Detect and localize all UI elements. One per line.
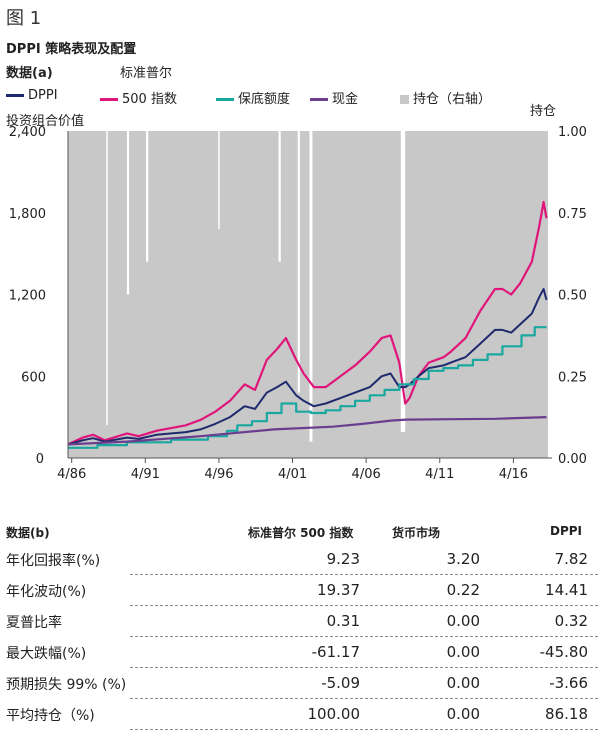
table-row: 预期损失 99% (%) -5.09 0.00 -3.66: [6, 668, 598, 699]
row-label: 年化波动(%): [6, 584, 87, 600]
row-label: 年化回报率(%): [6, 553, 101, 569]
x-tick-label: 4/86: [57, 467, 86, 482]
row-label: 平均持仓（%): [6, 708, 95, 724]
legend-item-floor: 保底额度: [216, 88, 290, 107]
series-line: [67, 288, 548, 446]
cell-dppi: -45.80: [539, 643, 588, 661]
table-row: 年化回报率(%) 9.23 3.20 7.82: [6, 544, 598, 575]
y-axis-left-label: 投资组合价值: [6, 114, 85, 129]
legend-label: 500 指数: [122, 92, 177, 107]
cell-money-market: 0.00: [446, 643, 480, 661]
cell-money-market: 0.00: [446, 612, 480, 630]
y-tick-label-right: 0.50: [558, 289, 587, 304]
cell-dppi: 7.82: [554, 550, 588, 568]
table-row: 最大跌幅(%) -61.17 0.00 -45.80: [6, 637, 598, 668]
y-tick-label-right: 0.25: [558, 370, 587, 385]
cell-sp500: 100.00: [307, 705, 361, 723]
x-tick-label: 4/16: [499, 467, 528, 482]
cell-dppi: 14.41: [545, 581, 588, 599]
y-tick-label-right: 0.75: [558, 207, 587, 222]
x-tick-label: 4/96: [204, 467, 233, 482]
series-line: [68, 326, 547, 449]
x-tick-label: 4/11: [425, 467, 454, 482]
row-label: 预期损失 99% (%): [6, 677, 127, 693]
table-header: 数据(b) 标准普尔 500 指数 货币市场 DPPI: [0, 516, 598, 544]
row-label: 夏普比率: [6, 615, 62, 631]
legend-swatch: [400, 95, 409, 104]
series-line: [67, 200, 548, 446]
panel-a-label: 数据(a): [6, 66, 53, 81]
cell-money-market: 3.20: [446, 550, 480, 568]
legend-swatch: [100, 98, 118, 101]
chart-title: DPPI 策略表现及配置: [6, 42, 137, 57]
cell-money-market: 0.00: [446, 705, 480, 723]
row-label: 最大跌幅(%): [6, 646, 87, 662]
series-line: [67, 416, 547, 446]
y-tick-label-left: 0: [36, 452, 44, 467]
y-tick-label-right: 1.00: [558, 125, 587, 140]
panel-b-label: 数据(b): [6, 526, 50, 540]
table-row: 夏普比率 0.31 0.00 0.32: [6, 606, 598, 637]
legend-swatch: [310, 98, 328, 101]
cell-dppi: 0.32: [554, 612, 588, 630]
table-row: 平均持仓（%) 100.00 0.00 86.18: [6, 699, 598, 730]
legend-label: 持仓（右轴）: [413, 92, 492, 107]
y-tick-label-left: 600: [21, 370, 46, 385]
holdings-area: [68, 131, 548, 458]
stats-table: 数据(b) 标准普尔 500 指数 货币市场 DPPI 年化回报率(%) 9.2…: [0, 516, 598, 730]
cell-money-market: 0.00: [446, 674, 480, 692]
y-tick-label-left: 1,800: [9, 207, 46, 222]
column-header-money-market: 货币市场: [392, 526, 441, 540]
x-tick-label: 4/91: [131, 467, 160, 482]
x-tick-label: 4/06: [352, 467, 381, 482]
column-header-dppi: DPPI: [550, 524, 583, 538]
y-tick-label-left: 1,200: [9, 289, 46, 304]
cell-sp500: 0.31: [326, 612, 360, 630]
legend-item-dppi: DPPI: [6, 88, 58, 103]
figure-label: 图 1: [6, 8, 42, 29]
y-tick-label-left: 2,400: [9, 125, 46, 140]
y-tick-label-right: 0.00: [558, 452, 587, 467]
legend-item-sp500: 500 指数: [100, 88, 177, 107]
cell-dppi: 86.18: [545, 705, 588, 723]
legend-swatch: [216, 98, 234, 101]
y-axis-right-label: 持仓: [530, 104, 557, 119]
legend-prefix-label: 标准普尔: [120, 66, 173, 81]
column-header-sp500: 标准普尔 500 指数: [248, 526, 354, 540]
table-row: 年化波动(%) 19.37 0.22 14.41: [6, 575, 598, 606]
legend-label: 保底额度: [238, 92, 291, 107]
x-tick-label: 4/01: [278, 467, 307, 482]
cell-dppi: -3.66: [549, 674, 588, 692]
legend-swatch: [6, 94, 24, 97]
cell-sp500: 9.23: [326, 550, 360, 568]
legend-item-cash: 现金: [310, 88, 358, 107]
chart: 4/86 4/91 4/96 4/01 4/06 4/11 4/16 0 600 1,200 1,8…: [9, 125, 587, 482]
legend-item-holdings: 持仓（右轴）: [400, 88, 491, 107]
cell-sp500: 19.37: [317, 581, 360, 599]
cell-sp500: -5.09: [321, 674, 360, 692]
cell-sp500: -61.17: [311, 643, 360, 661]
cell-money-market: 0.22: [446, 581, 480, 599]
legend-label: DPPI: [28, 88, 58, 103]
legend-label: 现金: [332, 92, 359, 107]
